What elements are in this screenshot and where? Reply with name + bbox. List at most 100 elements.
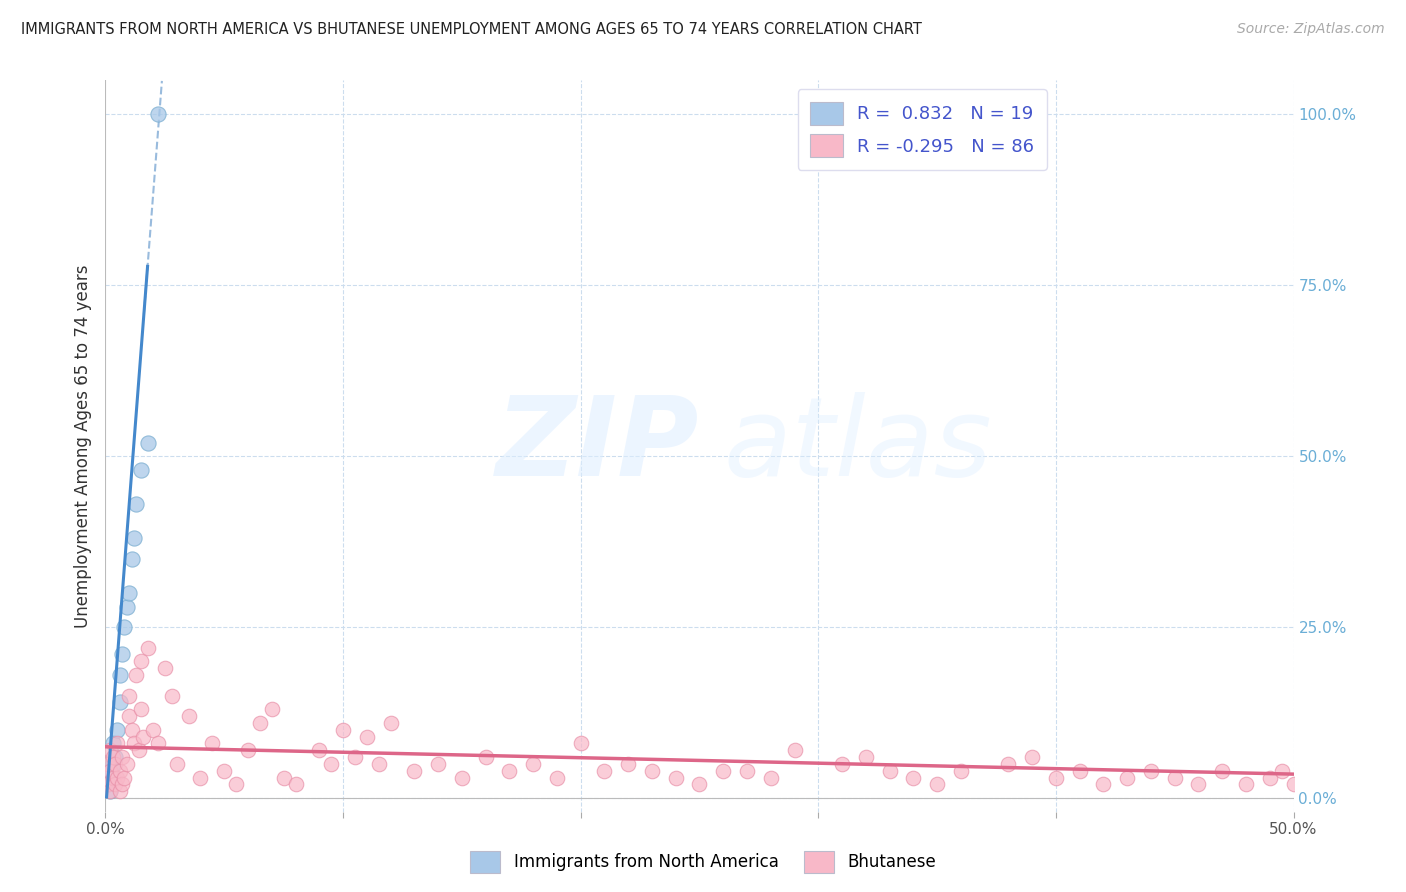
Legend: R =  0.832   N = 19, R = -0.295   N = 86: R = 0.832 N = 19, R = -0.295 N = 86	[797, 89, 1047, 170]
Point	[997, 756, 1019, 771]
Point	[118, 709, 141, 723]
Point	[104, 756, 127, 771]
Point	[97, 777, 120, 791]
Point	[1234, 777, 1257, 791]
Text: ZIP: ZIP	[496, 392, 700, 500]
Point	[98, 743, 121, 757]
Point	[665, 771, 688, 785]
Point	[98, 784, 121, 798]
Point	[617, 756, 640, 771]
Point	[546, 771, 568, 785]
Point	[949, 764, 972, 778]
Text: atlas: atlas	[723, 392, 991, 500]
Point	[249, 715, 271, 730]
Point	[273, 771, 295, 785]
Point	[125, 497, 148, 511]
Point	[321, 756, 343, 771]
Point	[308, 743, 330, 757]
Point	[367, 756, 389, 771]
Point	[160, 689, 183, 703]
Point	[260, 702, 283, 716]
Point	[925, 777, 948, 791]
Point	[118, 586, 141, 600]
Point	[121, 551, 143, 566]
Point	[108, 668, 131, 682]
Point	[225, 777, 247, 791]
Point	[105, 723, 128, 737]
Point	[128, 743, 150, 757]
Point	[569, 736, 592, 750]
Point	[332, 723, 354, 737]
Point	[593, 764, 616, 778]
Text: Source: ZipAtlas.com: Source: ZipAtlas.com	[1237, 22, 1385, 37]
Point	[115, 756, 138, 771]
Point	[1021, 750, 1043, 764]
Point	[101, 771, 124, 785]
Point	[122, 531, 145, 545]
Point	[831, 756, 853, 771]
Point	[142, 723, 165, 737]
Point	[1164, 771, 1187, 785]
Point	[498, 764, 520, 778]
Point	[404, 764, 426, 778]
Point	[111, 777, 134, 791]
Point	[146, 736, 169, 750]
Point	[166, 756, 188, 771]
Point	[214, 764, 236, 778]
Point	[121, 723, 143, 737]
Point	[108, 784, 131, 798]
Point	[783, 743, 806, 757]
Point	[1187, 777, 1209, 791]
Point	[689, 777, 711, 791]
Point	[1045, 771, 1067, 785]
Point	[132, 730, 155, 744]
Point	[111, 648, 134, 662]
Point	[236, 743, 259, 757]
Point	[98, 784, 121, 798]
Point	[855, 750, 877, 764]
Point	[114, 771, 136, 785]
Point	[136, 435, 159, 450]
Point	[1258, 771, 1281, 785]
Point	[450, 771, 472, 785]
Point	[108, 695, 131, 709]
Point	[1092, 777, 1115, 791]
Point	[98, 764, 121, 778]
Point	[522, 756, 544, 771]
Point	[104, 777, 127, 791]
Point	[343, 750, 366, 764]
Point	[903, 771, 925, 785]
Point	[118, 689, 141, 703]
Point	[427, 756, 450, 771]
Point	[153, 661, 176, 675]
Point	[136, 640, 159, 655]
Point	[125, 668, 148, 682]
Point	[380, 715, 402, 730]
Point	[1271, 764, 1294, 778]
Point	[129, 654, 152, 668]
Point	[1282, 777, 1305, 791]
Point	[356, 730, 378, 744]
Point	[177, 709, 200, 723]
Point	[1211, 764, 1233, 778]
Point	[1116, 771, 1139, 785]
Point	[105, 771, 128, 785]
Point	[105, 736, 128, 750]
Point	[1140, 764, 1163, 778]
Point	[474, 750, 496, 764]
Point	[190, 771, 212, 785]
Point	[735, 764, 758, 778]
Point	[284, 777, 307, 791]
Point	[759, 771, 782, 785]
Point	[122, 736, 145, 750]
Point	[97, 777, 120, 791]
Legend: Immigrants from North America, Bhutanese: Immigrants from North America, Bhutanese	[464, 845, 942, 880]
Point	[1069, 764, 1091, 778]
Point	[98, 764, 121, 778]
Point	[108, 764, 131, 778]
Point	[201, 736, 224, 750]
Point	[146, 107, 169, 121]
Y-axis label: Unemployment Among Ages 65 to 74 years: Unemployment Among Ages 65 to 74 years	[73, 264, 91, 628]
Point	[129, 463, 152, 477]
Text: IMMIGRANTS FROM NORTH AMERICA VS BHUTANESE UNEMPLOYMENT AMONG AGES 65 TO 74 YEAR: IMMIGRANTS FROM NORTH AMERICA VS BHUTANE…	[21, 22, 922, 37]
